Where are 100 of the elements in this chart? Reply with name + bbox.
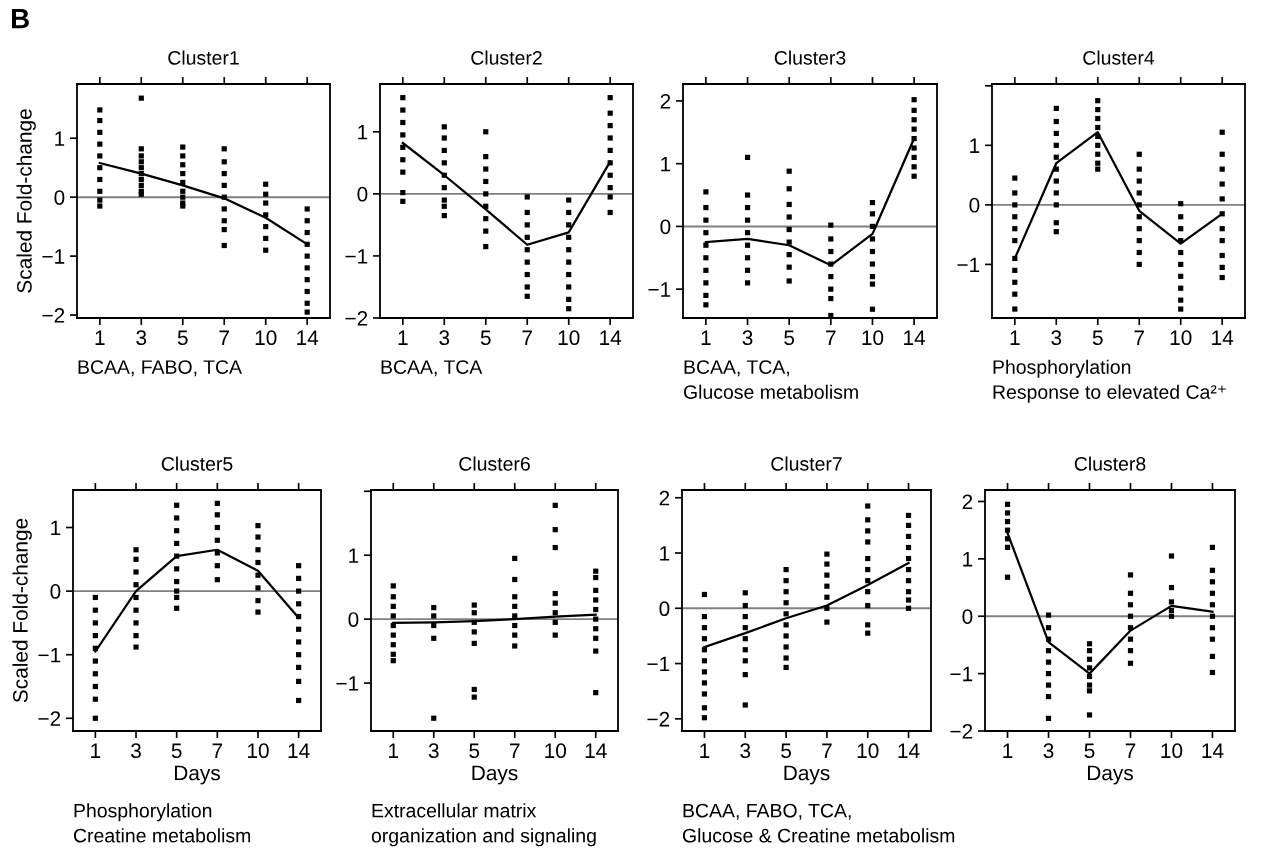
x-tick-label: 14 [600,330,622,345]
y-axis-title: Scaled Fold-change [12,518,32,703]
y-tick-label: 1 [55,131,65,146]
y-tick-label: 1 [970,138,980,153]
text: organization and signaling [371,828,596,847]
x-tick-label: 3 [131,743,141,759]
y-tick-label: −1 [336,676,359,691]
y-tick-label: 2 [659,490,670,506]
y-tick-label: 0 [969,197,980,213]
x-tick-label: 10 [255,330,277,346]
text: BCAA, TCA, [684,360,789,377]
x-tick-label: 10 [857,743,879,759]
x-tick-label: 10 [247,743,269,759]
x-tick-label: 14 [585,743,607,758]
y-tick-label: −2 [38,711,61,726]
x-tick-label: 10 [545,743,567,759]
x-tick-label: 5 [781,743,792,759]
y-tick-label: −1 [647,656,670,672]
x-tick-label: 1 [91,743,101,758]
x-tick-label: 1 [701,330,711,345]
y-tick-label: −1 [950,666,973,682]
text: Glucose metabolism [683,384,858,399]
x-tick-label: 14 [898,743,920,758]
text: Response to elevated Ca²⁺ [993,384,1226,403]
y-tick-label: −2 [950,724,973,739]
chart-title: Cluster1 [168,50,239,65]
x-tick-label: 3 [1043,743,1054,759]
x-tick-label: 10 [1161,743,1183,759]
y-tick-label: 0 [357,186,368,202]
x-tick-label: 10 [862,330,884,346]
x-axis-title: Days [1087,765,1133,785]
chart-title: Cluster5 [161,456,233,471]
x-tick-label: 1 [95,330,105,345]
y-tick-label: 0 [54,190,65,205]
x-axis-title: Days [472,765,518,785]
text: B [11,9,29,29]
text: Phosphorylation [74,803,212,822]
chart-title: Cluster8 [1074,456,1146,471]
y-tick-label: 1 [660,546,670,561]
y-tick-label: 1 [51,520,61,536]
text: Phosphorylation [993,359,1131,378]
text: BCAA, FABO, TCA [78,360,242,377]
text: Glucose & Creatine metabolism [682,828,955,843]
y-tick-label: −1 [38,647,61,663]
y-tick-label: −2 [42,308,65,323]
y-tick-label: 1 [358,125,368,140]
y-tick-label: 2 [660,93,671,109]
y-tick-label: 0 [660,219,671,235]
chart-title: Cluster4 [1083,50,1155,65]
y-tick-label: 0 [659,601,670,617]
x-tick-label: 7 [1134,330,1144,345]
x-tick-label: 5 [480,330,491,346]
x-axis-title: Days [784,765,830,785]
x-tick-label: 5 [784,330,795,346]
x-tick-label: 7 [212,743,223,758]
x-tick-label: 3 [740,743,751,759]
x-tick-label: 1 [1003,743,1013,758]
x-tick-label: 3 [742,330,753,346]
x-tick-label: 1 [398,330,408,345]
chart-title: Cluster3 [774,50,846,65]
chart-title: Cluster6 [459,456,530,471]
x-tick-label: 14 [297,330,319,345]
x-tick-label: 14 [904,330,926,345]
x-tick-label: 7 [219,330,229,345]
x-tick-label: 14 [1202,743,1224,758]
x-tick-label: 1 [1010,330,1020,345]
text: Extracellular matrix [372,803,537,818]
y-tick-label: −1 [957,257,980,272]
x-tick-label: 3 [428,743,439,759]
x-tick-label: 5 [177,330,188,346]
x-tick-label: 3 [136,330,147,346]
x-axis-title: Days [174,765,220,785]
chart-title: Cluster2 [471,50,542,65]
y-tick-label: −2 [647,711,670,727]
x-tick-label: 5 [1092,330,1103,346]
y-tick-label: −2 [345,311,368,326]
x-tick-label: 1 [389,743,399,758]
text: Creatine metabolism [73,828,251,843]
x-tick-label: 5 [171,743,182,759]
x-tick-label: 10 [1170,330,1192,346]
y-tick-label: −1 [42,249,65,264]
y-tick-label: 1 [349,548,359,563]
x-tick-label: 5 [1084,743,1095,759]
x-tick-label: 7 [826,330,836,345]
y-tick-label: 0 [962,609,973,624]
x-tick-label: 7 [522,330,532,345]
x-tick-label: 7 [510,743,520,758]
x-tick-label: 1 [700,743,710,758]
y-tick-label: 1 [963,552,973,567]
x-tick-label: 7 [1125,743,1136,758]
x-tick-label: 10 [558,330,580,346]
x-tick-label: 3 [439,330,450,346]
x-tick-label: 14 [1212,330,1234,345]
y-tick-label: −1 [648,282,671,297]
text: BCAA, TCA [381,360,483,377]
y-tick-label: 0 [348,612,359,627]
chart-title: Cluster7 [771,456,842,471]
y-tick-label: 0 [50,584,61,599]
text: BCAA, FABO, TCA, [683,803,851,820]
x-tick-label: 14 [288,743,310,758]
